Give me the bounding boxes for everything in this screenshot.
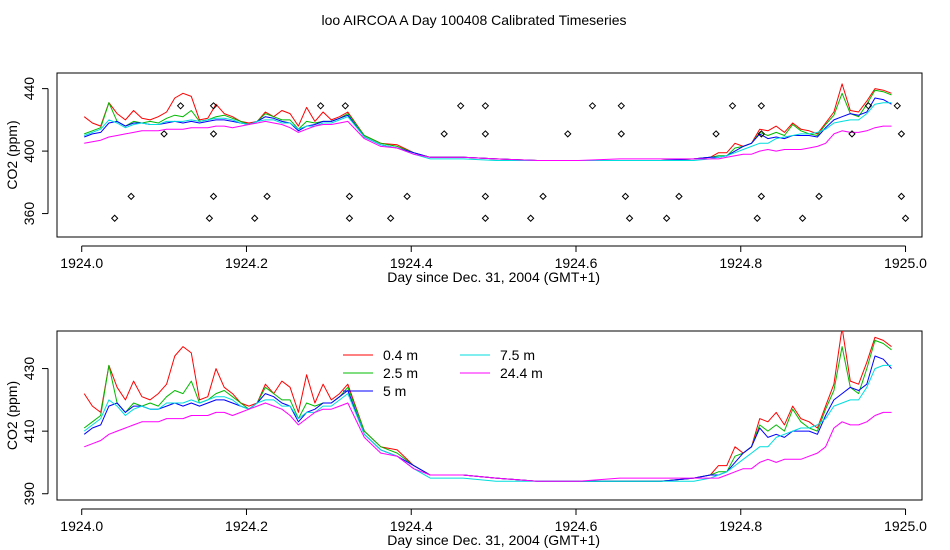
series-line-24-4-m: [84, 120, 892, 161]
diamond-marker: [539, 192, 547, 201]
diamond-marker: [456, 102, 465, 110]
x-tick-label: 1924.6: [555, 518, 598, 534]
legend: 0.4 m 2.5 m 5 m 7.5 m 24.4 m: [343, 347, 543, 399]
x-tick-label: 1924.8: [719, 518, 762, 534]
diamond-marker: [345, 214, 354, 222]
diamond-marker: [209, 130, 218, 138]
diamond-marker: [205, 214, 214, 222]
x-tick-label: 1924.0: [60, 255, 103, 271]
x-tick-label: 1925.0: [884, 518, 927, 534]
y-axis-label: CO2 (ppm): [4, 120, 20, 189]
legend-label-24-4-m: 24.4 m: [500, 365, 543, 381]
x-axis-label: Day since Dec. 31, 2004 (GMT+1): [387, 532, 600, 548]
y-tick-label: 430: [21, 357, 37, 381]
diamond-marker: [897, 130, 906, 138]
timeseries-panel-top: 1924.0 1924.2 1924.4 1924.6 1924.8 1925.0 Day …: [4, 72, 927, 285]
y-tick-label: 400: [21, 139, 37, 163]
legend-label-2-5-m: 2.5 m: [383, 365, 418, 381]
diamond-marker: [110, 214, 119, 222]
x-tick-label: 1924.2: [225, 255, 268, 271]
diamond-marker: [757, 192, 766, 201]
diamond-marker: [481, 102, 490, 110]
x-tick-label: 1924.0: [60, 518, 103, 534]
diamond-marker: [481, 214, 490, 222]
diamond-marker: [798, 214, 807, 222]
diamond-marker: [160, 130, 168, 138]
diamond-marker: [526, 214, 535, 222]
y-tick-label: 360: [21, 202, 37, 226]
series-group: [83, 331, 892, 482]
diamond-marker: [617, 102, 626, 110]
y-tick-label: 410: [21, 419, 37, 443]
series-line-2-5-m: [84, 89, 892, 161]
x-tick-label: 1924.2: [225, 518, 268, 534]
x-tick-label: 1924.8: [719, 255, 762, 271]
diamond-marker: [897, 192, 906, 201]
series-line-7-5-m: [84, 102, 892, 161]
legend-label-5-m: 5 m: [383, 383, 406, 399]
diamond-marker: [481, 130, 490, 138]
series-line-24-4-m: [84, 402, 892, 482]
legend-label-7-5-m: 7.5 m: [500, 347, 535, 363]
diamond-marker: [815, 192, 823, 201]
series-line-2-5-m: [83, 339, 892, 482]
plot-frame: [56, 330, 923, 501]
y-tick-label: 440: [21, 77, 37, 101]
diamond-marker: [617, 130, 626, 138]
diamond-marker: [728, 102, 737, 110]
x-tick-label: 1925.0: [884, 255, 927, 271]
diamond-marker: [403, 192, 411, 201]
diamond-marker: [564, 130, 572, 138]
diamond-marker: [127, 192, 135, 201]
diamond-marker: [901, 214, 910, 222]
timeseries-panel-bottom: 1924.0 1924.2 1924.4 1924.6 1924.8 1925.0 Day …: [4, 330, 927, 548]
x-tick-label: 1924.4: [390, 255, 433, 271]
diamond-marker: [893, 102, 901, 110]
diamond-marker: [251, 214, 259, 222]
diamond-marker: [757, 102, 766, 110]
diamond-marker: [386, 214, 395, 222]
diamond-marker: [263, 192, 271, 201]
y-axis-label: CO2 (ppm): [4, 381, 20, 450]
legend-label-0-4-m: 0.4 m: [383, 347, 418, 363]
diamond-marker: [848, 130, 856, 138]
diamond-marker: [316, 102, 325, 110]
diamond-marker: [440, 130, 448, 138]
diamond-marker: [757, 130, 766, 138]
x-tick-label: 1924.4: [390, 518, 433, 534]
plot-frame: [56, 72, 923, 238]
series-line-7-5-m: [83, 364, 892, 482]
marker-group: [110, 102, 910, 222]
x-tick-label: 1924.6: [555, 255, 598, 271]
diamond-marker: [662, 214, 671, 222]
diamond-marker: [481, 192, 490, 201]
diamond-marker: [625, 214, 634, 222]
diamond-marker: [753, 214, 761, 222]
diamond-marker: [341, 102, 350, 110]
diamond-marker: [209, 192, 218, 201]
diamond-marker: [675, 192, 683, 201]
diamond-marker: [712, 130, 720, 138]
main-title: loo AIRCOA A Day 100408 Calibrated Times…: [321, 12, 626, 28]
diamond-marker: [588, 102, 597, 110]
diamond-marker: [345, 192, 354, 201]
diamond-marker: [621, 192, 630, 201]
y-tick-label: 390: [21, 482, 37, 506]
x-axis-label: Day since Dec. 31, 2004 (GMT+1): [387, 269, 600, 285]
diamond-marker: [209, 102, 218, 110]
series-group: [83, 83, 892, 161]
diamond-marker: [176, 102, 185, 110]
diamond-marker: [864, 102, 873, 110]
